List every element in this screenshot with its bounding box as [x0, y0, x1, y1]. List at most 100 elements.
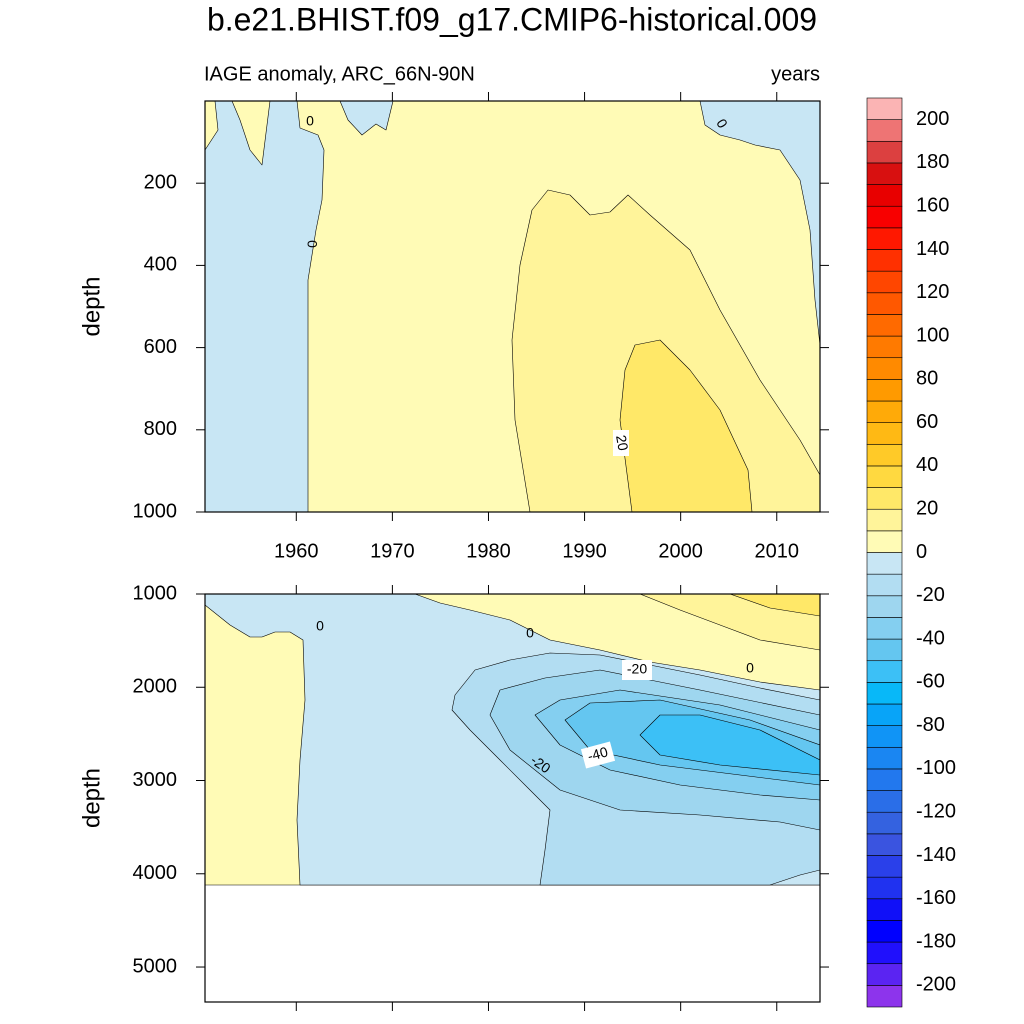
colorbar-label: -160	[916, 887, 956, 909]
colorbar-label: 40	[916, 454, 938, 476]
colorbar-label: -140	[916, 844, 956, 866]
colorbar-box	[866, 703, 903, 726]
contour-label: -20	[627, 661, 647, 677]
y-tick-label: 200	[144, 171, 177, 193]
colorbar-box	[866, 162, 903, 185]
y-tick-label: 400	[144, 254, 177, 276]
plot-frame	[204, 100, 821, 513]
colorbar-box	[866, 270, 903, 294]
x-tick-label: 1970	[370, 540, 415, 562]
colorbar-box	[866, 205, 903, 229]
colorbar-label: -180	[916, 930, 956, 952]
colorbar-box	[866, 422, 903, 445]
colorbar-box	[866, 379, 903, 402]
colorbar-box	[866, 292, 903, 315]
x-tick-label: 2000	[658, 540, 703, 562]
colorbar-box	[866, 530, 903, 553]
contour-region	[729, 594, 820, 617]
colorbar-box	[866, 790, 903, 813]
contour-label: 20	[613, 434, 631, 452]
contour-region	[699, 101, 820, 346]
colorbar-box	[866, 660, 903, 683]
x-tick-label: 1990	[562, 540, 607, 562]
y-axis-label: depth	[78, 768, 105, 828]
contour-label: 0	[304, 240, 320, 248]
colorbar-box	[866, 920, 903, 943]
x-tick-label: 1960	[274, 540, 319, 562]
colorbar-label: 60	[916, 411, 938, 433]
colorbar-box	[866, 335, 903, 359]
colorbar-box	[866, 768, 903, 791]
y-tick-label: 3000	[133, 769, 178, 791]
colorbar-label: -40	[916, 627, 945, 649]
contour-label: 0	[316, 618, 324, 634]
colorbar-box	[866, 508, 903, 532]
colorbar-box	[866, 746, 903, 770]
contour-label: 0	[526, 625, 534, 641]
colorbar-box	[866, 833, 903, 856]
colorbar-label: -100	[916, 757, 956, 779]
x-tick-label: 1980	[466, 540, 511, 562]
contour-label: -40	[586, 743, 610, 764]
colorbar-label: -120	[916, 800, 956, 822]
colorbar-box	[866, 140, 903, 164]
contour-region	[619, 339, 753, 512]
contour-label: 0	[746, 660, 754, 676]
colorbar-box	[866, 573, 903, 597]
colorbar-label: 120	[916, 281, 949, 303]
contour-region	[639, 714, 820, 776]
y-tick-label: 2000	[133, 676, 178, 698]
colorbar-box	[866, 400, 903, 423]
colorbar-box	[866, 855, 903, 878]
colorbar-box	[866, 811, 903, 835]
colorbar-label: 20	[916, 497, 938, 519]
colorbar-label: 180	[916, 151, 949, 173]
y-tick-label: 600	[144, 336, 177, 358]
colorbar-label: -80	[916, 714, 945, 736]
colorbar-box	[866, 638, 903, 662]
subtitle-left: IAGE anomaly, ARC_66N-90N	[204, 63, 475, 85]
colorbar-label: 80	[916, 368, 938, 390]
colorbar-box	[866, 617, 903, 640]
colorbar-label: 160	[916, 194, 949, 216]
y-tick-label: 1000	[133, 582, 178, 604]
colorbar-label: 200	[916, 108, 949, 130]
y-tick-label: 4000	[133, 862, 178, 884]
contour-region	[339, 101, 394, 136]
y-tick-label: 1000	[133, 500, 178, 522]
colorbar-label: -60	[916, 671, 945, 693]
colorbar-box	[866, 963, 903, 986]
contour-label-bg	[580, 741, 616, 769]
colorbar-label: 140	[916, 238, 949, 260]
colorbar-box	[866, 97, 903, 120]
colorbar-label: -200	[916, 974, 956, 996]
colorbar-box	[866, 119, 903, 142]
contour-label-bg	[622, 660, 652, 680]
colorbar-box	[866, 552, 903, 575]
colorbar-box	[866, 184, 903, 207]
contour-region	[205, 101, 325, 512]
colorbar-box	[866, 941, 903, 965]
colorbar-box	[866, 898, 903, 921]
colorbar-box	[866, 465, 903, 488]
colorbar-box	[866, 487, 903, 510]
panel-top-fill	[205, 101, 820, 512]
colorbar-label: 100	[916, 324, 949, 346]
no-data	[205, 886, 820, 1002]
colorbar-box	[866, 725, 903, 748]
colorbar-label: 0	[916, 541, 927, 563]
x-tick-label: 2010	[755, 540, 800, 562]
colorbar-box	[866, 357, 903, 380]
colorbar-box	[866, 227, 903, 250]
colorbar-box	[866, 249, 903, 272]
figure-title: b.e21.BHIST.f09_g17.CMIP6-historical.009	[207, 1, 817, 37]
contour-label: 0	[306, 113, 314, 129]
colorbar-box	[866, 876, 903, 900]
colorbar-box	[866, 682, 903, 705]
colorbar-box	[866, 985, 903, 1008]
colorbar-box	[866, 443, 903, 467]
colorbar-box	[866, 314, 903, 337]
plot-frame	[204, 593, 821, 1003]
contour-label-bg	[613, 430, 629, 456]
